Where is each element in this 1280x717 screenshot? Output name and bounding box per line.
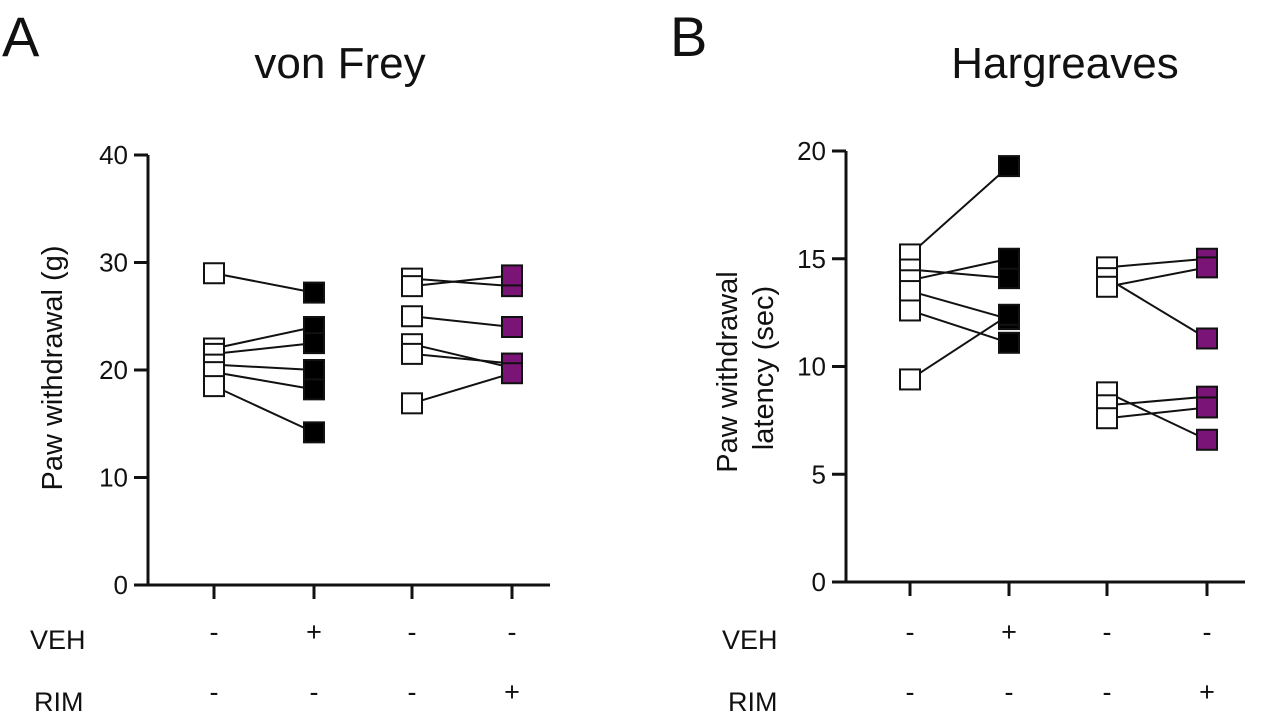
pair-line [411, 274, 513, 288]
pair-line [411, 315, 513, 328]
veh-treatment-point [303, 421, 325, 444]
veh-treatment-point [303, 281, 325, 304]
condition-mark: + [504, 677, 520, 707]
y-tick-label: 40 [99, 140, 128, 170]
baseline-point [401, 392, 423, 415]
y-tick-label: 0 [812, 567, 826, 597]
baseline-point [203, 375, 225, 398]
condition-mark: + [1001, 617, 1017, 647]
y-tick-label: 15 [797, 244, 826, 274]
y-tick-label: 5 [812, 459, 826, 489]
veh-treatment-point [303, 332, 325, 355]
pair-line [213, 272, 315, 294]
condition-mark: + [1199, 677, 1215, 707]
baseline-point [401, 305, 423, 328]
pair-line [213, 326, 315, 350]
pair-line [909, 290, 1010, 321]
baseline-point [1096, 275, 1118, 298]
y-tick-label: 10 [797, 352, 826, 382]
condition-mark: - [1103, 677, 1112, 707]
rim-treatment-point [1196, 256, 1218, 279]
y-tick-label: 20 [99, 355, 128, 385]
pair-line [411, 343, 513, 369]
rim-treatment-point [1196, 428, 1218, 451]
veh-treatment-point [998, 331, 1020, 354]
condition-mark: - [508, 617, 517, 647]
pair-line [213, 385, 315, 434]
y-tick-label: 30 [99, 248, 128, 278]
baseline-point [401, 275, 423, 298]
pair-line [213, 363, 315, 371]
pair-line [213, 342, 315, 355]
y-tick-label: 10 [99, 463, 128, 493]
y-tick-label: 0 [114, 570, 128, 600]
pair-line [1106, 395, 1208, 407]
condition-mark: - [408, 677, 417, 707]
panel-b-ylabel: Paw withdrawal latency (sec) [712, 263, 780, 473]
pair-line [213, 371, 315, 391]
condition-mark: - [210, 677, 219, 707]
panel-b-row-label-rim: RIM [728, 687, 778, 717]
condition-mark: - [906, 677, 915, 707]
rim-treatment-point [501, 264, 523, 287]
panel-b-letter: B [670, 5, 707, 68]
panel-b-title: Hargreaves [951, 39, 1178, 88]
condition-mark: - [1005, 677, 1014, 707]
baseline-point [899, 368, 921, 391]
y-tick-label: 20 [797, 136, 826, 166]
panel-a-chart: A von Frey Paw withdrawal (g) VEH RIM 0 1… [2, 5, 550, 717]
veh-treatment-point [303, 378, 325, 401]
veh-treatment-point [998, 267, 1020, 290]
pair-line [411, 372, 513, 405]
pair-line [1106, 277, 1208, 340]
panel-b-row-label-veh: VEH [722, 625, 778, 655]
pair-line [909, 313, 1010, 381]
panel-a-row-label-rim: RIM [34, 687, 84, 717]
pair-line [909, 165, 1010, 256]
pair-line [909, 257, 1010, 282]
rim-treatment-point [501, 316, 523, 338]
condition-mark: - [1203, 617, 1212, 647]
veh-treatment-point [998, 155, 1020, 178]
veh-treatment-point [998, 247, 1020, 270]
pair-line [1106, 257, 1208, 269]
pair-line [1106, 406, 1208, 420]
pair-line [909, 268, 1010, 280]
pair-line [411, 352, 513, 365]
condition-mark: - [310, 677, 319, 707]
panel-a-title: von Frey [254, 39, 425, 88]
panel-a-letter: A [2, 5, 40, 68]
rim-treatment-point [1196, 396, 1218, 419]
panel-b-chart: B Hargreaves Paw withdrawal latency (sec… [670, 5, 1245, 717]
pair-line [411, 277, 513, 288]
baseline-point [203, 262, 225, 285]
condition-mark: - [1103, 617, 1112, 647]
panel-a-row-label-veh: VEH [30, 625, 86, 655]
condition-mark: - [210, 617, 219, 647]
panel-a-ylabel: Paw withdrawal (g) [37, 246, 69, 491]
condition-mark: - [408, 617, 417, 647]
panel-b-ylabel-line1: Paw withdrawal [712, 271, 744, 472]
panel-b-ylabel-line2: latency (sec) [748, 286, 780, 450]
rim-treatment-point [1196, 327, 1218, 350]
baseline-point [401, 342, 423, 365]
baseline-point [1096, 407, 1118, 430]
condition-mark: + [306, 617, 322, 647]
pair-line [1106, 391, 1208, 441]
rim-treatment-point [501, 362, 523, 385]
veh-treatment-point [303, 359, 325, 381]
pair-line [1106, 266, 1208, 288]
pair-line [909, 309, 1010, 344]
baseline-point [899, 299, 921, 322]
veh-treatment-point [998, 303, 1020, 326]
baseline-point [899, 280, 921, 303]
condition-mark: - [906, 617, 915, 647]
